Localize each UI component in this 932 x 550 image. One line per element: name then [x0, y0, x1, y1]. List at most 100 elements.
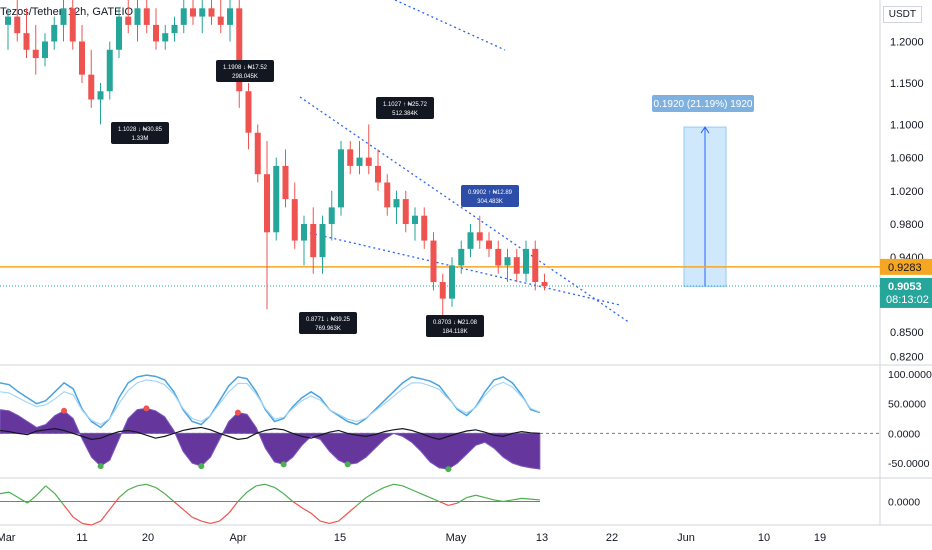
- momentum-segment: [429, 497, 440, 503]
- level-price-badge: [880, 258, 932, 275]
- price-tick-label: 1.0600: [890, 153, 924, 165]
- time-tick-label: Jun: [677, 532, 695, 544]
- momentum-segment: [310, 512, 321, 522]
- candle-body: [69, 8, 76, 42]
- measure-label-bg: [652, 95, 754, 112]
- time-tick-label: 22: [606, 532, 618, 544]
- time-tick-label: 15: [334, 532, 346, 544]
- time-tick-label: 20: [142, 532, 154, 544]
- momentum-segment: [63, 505, 74, 518]
- candle-body: [523, 248, 529, 274]
- candle-body: [439, 282, 446, 299]
- candle-body: [208, 8, 215, 17]
- osc-line-primary: [0, 374, 541, 429]
- candle-body: [97, 91, 104, 100]
- momentum-segment: [466, 494, 476, 499]
- candle-body: [467, 232, 474, 249]
- candle-body: [171, 24, 178, 34]
- countdown-label: 08:13:02: [886, 294, 929, 306]
- momentum-segment: [182, 508, 193, 518]
- candle-body: [5, 16, 11, 25]
- annotation-box: [461, 185, 519, 207]
- grid-lines: [0, 0, 932, 526]
- oscillator-pane: [0, 374, 880, 473]
- candle-body: [338, 149, 344, 208]
- measure-label: 0.1920 (21.19%) 1920: [654, 99, 753, 110]
- momentum-segment: [356, 497, 367, 506]
- trend-line-upper-old: [394, 0, 506, 51]
- candle-body: [319, 223, 326, 258]
- momentum-segment: [0, 491, 10, 495]
- candle-body: [162, 33, 169, 42]
- momentum-segment: [530, 498, 540, 501]
- momentum-segment: [411, 489, 422, 495]
- candle-body: [273, 165, 280, 233]
- momentum-segment: [45, 485, 56, 495]
- candle-body: [180, 8, 187, 25]
- momentum-segment: [338, 512, 349, 522]
- momentum-segment: [512, 497, 522, 501]
- price-pane: 0.1920 (21.19%) 1920 1.1028 ↓ ₦30.85 1.33M…: [0, 0, 880, 337]
- annotation-line2: 512.384K: [392, 111, 418, 117]
- candle-body: [347, 149, 354, 166]
- price-tick-label: 1.0200: [890, 186, 924, 198]
- price-axis: 1.20001.15001.10001.06001.02000.98000.94…: [880, 36, 932, 509]
- time-tick-label: Apr: [229, 532, 246, 544]
- price-tick-label: 0.8500: [890, 327, 924, 339]
- momentum-segment: [82, 522, 92, 526]
- momentum-segment: [301, 507, 312, 514]
- momentum-tick-label: 0.0000: [888, 497, 920, 509]
- candle-body: [532, 248, 539, 283]
- price-tick-label: 0.9800: [890, 219, 924, 231]
- annotation-line1: 1.1908 ↓ ₦17.52: [223, 65, 268, 71]
- annotation-box: [216, 60, 274, 82]
- osc-signal-dot-buy: [344, 461, 351, 468]
- momentum-segment: [493, 499, 504, 503]
- momentum-segment: [457, 497, 467, 504]
- candle-body: [476, 232, 483, 241]
- momentum-segment: [219, 512, 230, 522]
- annotation-line2: 304.483K: [477, 199, 503, 205]
- candle-body: [51, 24, 58, 42]
- momentum-segment: [173, 501, 184, 510]
- momentum-segment: [438, 500, 449, 506]
- candle-body: [430, 240, 437, 283]
- momentum-segment: [393, 483, 403, 487]
- annotation-line2: 769.963K: [315, 326, 341, 332]
- osc-tick-label: -50.0000: [888, 458, 930, 470]
- osc-signal-dot-buy: [198, 463, 205, 470]
- candle-body: [393, 199, 400, 208]
- chart-title: Tezos/Tether, 12h, GATEIO: [0, 6, 134, 18]
- momentum-segment: [191, 516, 202, 522]
- annotation-line1: 1.1028 ↓ ₦30.85: [118, 127, 163, 133]
- time-tick-label: 11: [76, 532, 87, 544]
- quote-currency-badge[interactable]: USDT: [882, 6, 922, 23]
- candle-body: [291, 199, 298, 241]
- price-tick-label: 1.2000: [890, 36, 924, 48]
- candle-body: [134, 8, 141, 25]
- price-tick-label: 0.8200: [890, 352, 924, 364]
- momentum-segment: [274, 486, 284, 495]
- candle-body: [328, 207, 335, 224]
- momentum-segment: [237, 491, 248, 502]
- candle-body: [79, 41, 85, 75]
- momentum-segment: [283, 493, 294, 502]
- candle-body: [449, 265, 455, 299]
- momentum-segment: [374, 486, 385, 493]
- osc-signal-dot-sell: [61, 407, 68, 414]
- momentum-segment: [256, 483, 266, 487]
- candle-body: [42, 41, 48, 59]
- candle-body: [245, 91, 252, 133]
- candle-body: [32, 49, 39, 59]
- momentum-segment: [109, 497, 120, 510]
- candle-body: [310, 223, 317, 258]
- momentum-segment: [54, 493, 65, 506]
- annotation-box: [111, 122, 169, 144]
- trend-line-upper: [299, 96, 631, 324]
- momentum-segment: [384, 483, 394, 488]
- momentum-segment: [155, 486, 166, 495]
- candle-body: [384, 182, 391, 208]
- annotation-box: [426, 315, 484, 337]
- time-tick-label: May: [446, 532, 467, 544]
